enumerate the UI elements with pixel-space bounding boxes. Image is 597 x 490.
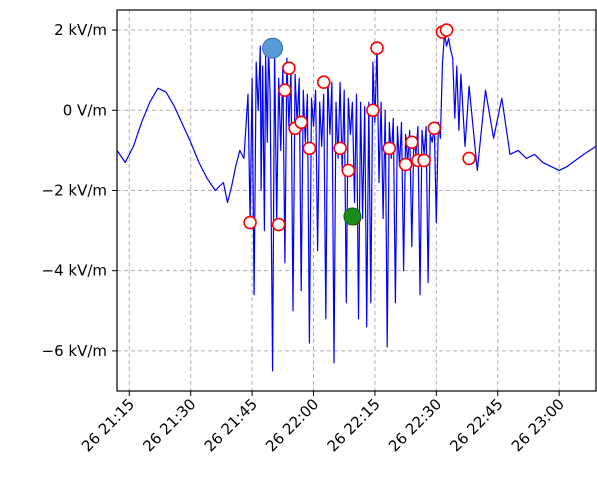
x-axis: 26 21:15 26 21:30 26 21:45 26 22:00 26 22:15… bbox=[78, 391, 568, 455]
red-marker bbox=[282, 61, 296, 75]
red-marker bbox=[398, 157, 413, 172]
x-tick-label: 26 22:30 bbox=[385, 395, 445, 455]
field-line bbox=[116, 33, 597, 372]
markers bbox=[243, 23, 476, 232]
red-marker bbox=[404, 135, 419, 150]
y-tick-label: −2 kV/m bbox=[42, 181, 108, 199]
x-tick-label: 26 22:00 bbox=[262, 395, 322, 455]
plot-area bbox=[116, 33, 597, 372]
green-marker bbox=[343, 207, 362, 226]
y-tick-label: 0 V/m bbox=[63, 101, 107, 119]
y-tick-label: 2 kV/m bbox=[54, 21, 107, 39]
x-tick-label: 26 22:15 bbox=[324, 395, 384, 455]
red-marker bbox=[271, 217, 286, 232]
red-marker bbox=[341, 163, 356, 178]
red-marker bbox=[417, 153, 431, 168]
red-marker bbox=[427, 121, 442, 136]
red-marker bbox=[439, 23, 454, 37]
red-marker bbox=[294, 115, 309, 130]
x-tick-label: 26 23:00 bbox=[508, 395, 568, 455]
x-tick-label: 26 21:15 bbox=[78, 395, 138, 455]
red-marker bbox=[382, 141, 397, 156]
y-tick-label: −6 kV/m bbox=[42, 342, 108, 360]
y-axis: 2 kV/m 0 V/m −2 kV/m −4 kV/m −6 kV/m bbox=[42, 21, 117, 360]
x-tick-label: 26 21:30 bbox=[139, 395, 199, 455]
red-marker bbox=[278, 83, 292, 98]
red-marker bbox=[243, 215, 257, 230]
blue-marker bbox=[262, 37, 284, 59]
grid bbox=[117, 10, 596, 391]
red-marker bbox=[333, 141, 347, 156]
red-marker bbox=[366, 103, 380, 118]
red-marker bbox=[316, 75, 331, 89]
y-tick-label: −4 kV/m bbox=[42, 262, 108, 280]
red-marker bbox=[462, 151, 476, 166]
x-tick-label: 26 21:45 bbox=[201, 395, 261, 455]
x-tick-label: 26 22:45 bbox=[446, 395, 506, 455]
axes-frame bbox=[116, 9, 597, 392]
red-marker bbox=[302, 141, 317, 156]
red-marker bbox=[370, 41, 384, 55]
